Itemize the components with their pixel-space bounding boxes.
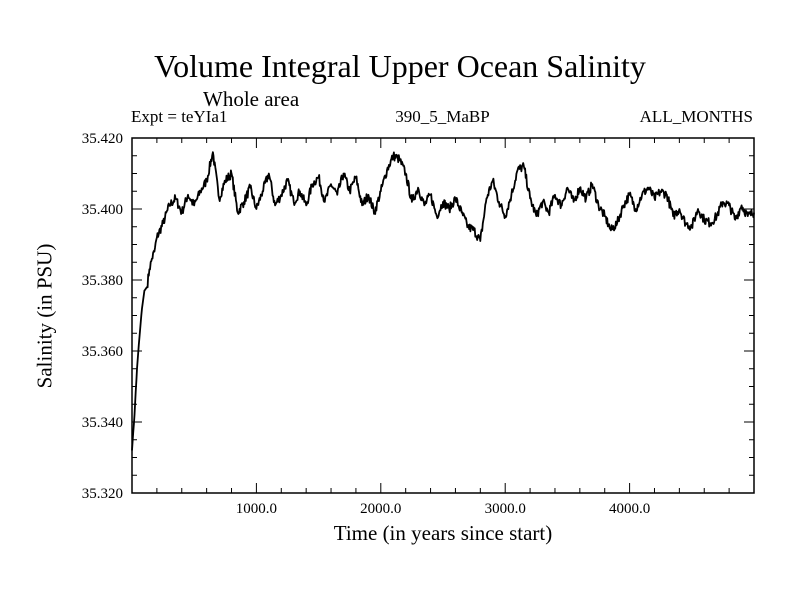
y-axis-label: Salinity (in PSU)	[32, 243, 57, 389]
experiment-label: Expt = teYIa1	[131, 107, 228, 126]
y-tick-label: 35.420	[82, 131, 123, 147]
chart-title: Volume Integral Upper Ocean Salinity	[154, 48, 646, 84]
x-tick-label: 1000.0	[236, 501, 277, 517]
x-axis-label: Time (in years since start)	[333, 521, 553, 545]
series-line-salinity	[131, 151, 755, 451]
y-tick-label: 35.400	[82, 202, 123, 218]
x-tick-label: 3000.0	[485, 501, 526, 517]
center-label: 390_5_MaBP	[395, 107, 490, 126]
y-tick-label: 35.380	[82, 273, 123, 289]
x-tick-label: 2000.0	[360, 501, 401, 517]
x-tick-label: 4000.0	[609, 501, 650, 517]
y-tick-label: 35.360	[82, 344, 123, 360]
y-tick-label: 35.340	[82, 415, 123, 431]
chart-subtitle: Whole area	[203, 87, 300, 111]
axis-tick-labels: 35.320 35.340 35.360 35.380 35.400 35.420 1000…	[82, 131, 650, 517]
months-label: ALL_MONTHS	[639, 107, 753, 126]
y-tick-label: 35.320	[82, 486, 123, 502]
axis-ticks	[132, 137, 754, 494]
